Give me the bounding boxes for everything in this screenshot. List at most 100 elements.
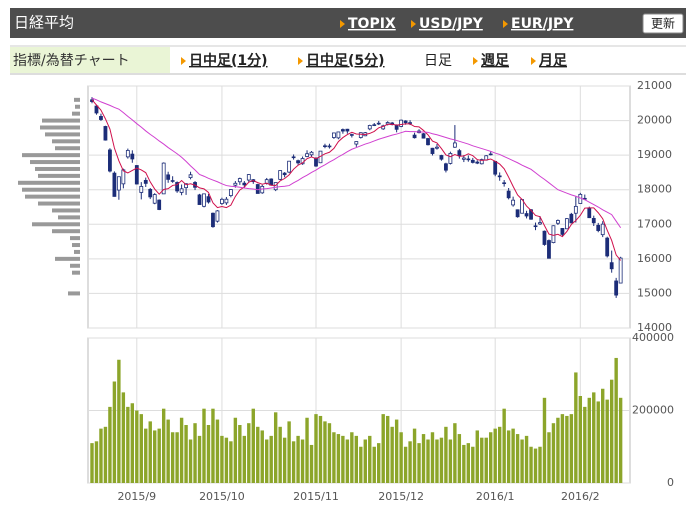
candle-body <box>600 223 605 236</box>
volume-bar <box>403 446 408 483</box>
header-link[interactable]: EUR/JPY <box>511 16 574 32</box>
volume-bar <box>417 443 421 483</box>
volume-bar <box>112 381 117 483</box>
candle-body <box>148 188 153 198</box>
volume-bar <box>421 434 426 483</box>
volume-bar <box>448 439 453 483</box>
tab[interactable]: 日中足(1分) <box>189 52 268 69</box>
candle-body <box>184 183 188 189</box>
tab[interactable]: 月足 <box>538 53 568 69</box>
volume-bar <box>282 437 287 483</box>
candle-body <box>367 125 372 130</box>
candle-body <box>166 174 171 180</box>
header-bar <box>10 8 686 38</box>
volume-profile-bar <box>58 215 80 220</box>
volume-bar <box>462 444 466 483</box>
candle-body <box>475 161 480 164</box>
header-link[interactable]: USD/JPY <box>419 16 484 32</box>
volume-profile-bar <box>72 111 80 116</box>
x-tick-label: 2015/10 <box>199 490 245 503</box>
candle-body <box>515 209 520 218</box>
link-arrow <box>411 20 416 28</box>
candle-body <box>542 230 547 245</box>
volume-profile-bar <box>22 153 80 158</box>
volume-bar <box>323 421 327 483</box>
volume-profile-bar <box>52 229 80 234</box>
volume-bar <box>618 397 623 483</box>
volume-bar <box>238 425 242 483</box>
volume-bar <box>480 437 484 483</box>
volume-bar <box>309 444 314 483</box>
candle-body <box>399 119 404 127</box>
volume-bar <box>126 406 130 483</box>
volume-bar <box>471 446 475 483</box>
header-link[interactable]: TOPIX <box>348 16 396 32</box>
candle-body <box>403 120 408 124</box>
volume-bar <box>229 441 233 483</box>
volume-bar <box>542 397 547 483</box>
candle-body <box>421 133 426 139</box>
candle-body <box>461 157 466 160</box>
candle-body <box>125 150 130 158</box>
refresh-label[interactable]: 更新 <box>651 16 675 31</box>
volume-profile-bar <box>22 187 80 192</box>
volume-profile-bar <box>70 236 80 241</box>
volume-bar <box>435 439 439 483</box>
volume-bar <box>251 408 255 483</box>
volume-bar <box>233 417 238 483</box>
volume-bar <box>489 432 493 483</box>
candle-body <box>457 150 462 157</box>
candle-body <box>609 262 614 270</box>
volume-bar <box>493 428 497 483</box>
candle-body <box>152 194 157 204</box>
volume-bar <box>332 432 336 483</box>
candle-body <box>345 128 350 132</box>
candle-body <box>99 116 103 120</box>
candle-body <box>327 145 332 148</box>
y-tick-label: 18000 <box>637 183 672 196</box>
volume-bar <box>533 448 538 483</box>
candle-body <box>354 141 359 145</box>
volume-bar <box>224 437 229 483</box>
price-plot <box>87 85 631 329</box>
volume-profile-bar <box>55 146 80 151</box>
volume-bar <box>94 441 99 483</box>
volume-bar <box>524 435 529 483</box>
link-arrow <box>340 20 345 28</box>
volume-bar <box>408 441 412 483</box>
volume-bar <box>377 443 381 483</box>
candle-body <box>560 228 565 235</box>
volume-profile-bar <box>38 201 80 206</box>
volume-bar <box>574 372 578 483</box>
candle-body <box>596 224 601 231</box>
candle-body <box>170 180 175 182</box>
candle-body <box>188 174 193 179</box>
refresh-button[interactable] <box>642 13 684 34</box>
volume-bar <box>184 425 188 483</box>
tab[interactable]: 週足 <box>481 53 510 69</box>
volume-bar <box>538 446 542 483</box>
volume-bar <box>601 388 605 483</box>
volume-bar <box>560 414 565 483</box>
candle-body <box>340 129 345 132</box>
tab[interactable]: 日中足(5分) <box>306 52 385 69</box>
candle-body <box>116 176 121 191</box>
volume-bar <box>175 432 179 483</box>
candle-body <box>130 153 135 160</box>
candle-body <box>435 146 439 149</box>
volume-bar <box>90 443 94 483</box>
volume-profile-bar <box>30 160 80 165</box>
volume-bar <box>578 396 583 483</box>
candle-body <box>448 153 453 164</box>
volume-bar <box>506 430 511 483</box>
candle-body <box>502 182 507 185</box>
candle-body <box>161 162 166 195</box>
candle-body <box>336 131 341 139</box>
candle-body <box>202 193 206 207</box>
volume-profile-bar <box>35 166 80 171</box>
volume-bar <box>515 434 520 483</box>
volume-profile-bar <box>40 125 80 130</box>
y-tick-label: 0 <box>667 476 674 489</box>
link-arrow <box>531 57 536 65</box>
volume-profile-bar <box>72 243 80 248</box>
